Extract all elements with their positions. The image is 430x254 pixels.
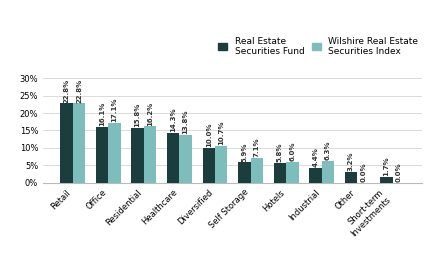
Bar xyxy=(237,162,250,183)
Bar xyxy=(215,146,227,183)
Bar xyxy=(95,127,108,183)
Bar xyxy=(60,103,73,183)
Text: 22.8%: 22.8% xyxy=(63,78,69,103)
Bar xyxy=(379,177,392,183)
Text: 4.4%: 4.4% xyxy=(312,147,318,167)
Text: 15.8%: 15.8% xyxy=(134,103,140,127)
Text: 14.3%: 14.3% xyxy=(170,108,176,132)
Bar xyxy=(250,158,262,183)
Legend: Real Estate
Securities Fund, Wilshire Real Estate
Securities Index: Real Estate Securities Fund, Wilshire Re… xyxy=(218,37,417,56)
Text: 6.0%: 6.0% xyxy=(289,142,295,161)
Text: 0.0%: 0.0% xyxy=(359,163,365,182)
Bar xyxy=(308,168,321,183)
Bar xyxy=(179,135,191,183)
Text: 10.0%: 10.0% xyxy=(205,123,211,147)
Bar xyxy=(144,126,156,183)
Bar xyxy=(286,162,298,183)
Text: 22.8%: 22.8% xyxy=(76,78,82,103)
Bar xyxy=(202,148,215,183)
Text: 0.0%: 0.0% xyxy=(395,163,401,182)
Text: 6.3%: 6.3% xyxy=(324,141,330,160)
Text: 10.7%: 10.7% xyxy=(218,120,224,145)
Bar xyxy=(321,161,333,183)
Bar xyxy=(166,133,179,183)
Bar xyxy=(273,163,286,183)
Text: 5.9%: 5.9% xyxy=(241,142,247,162)
Text: 1.7%: 1.7% xyxy=(383,157,389,176)
Text: 17.1%: 17.1% xyxy=(111,98,117,122)
Bar xyxy=(73,103,85,183)
Bar xyxy=(344,172,356,183)
Text: 16.1%: 16.1% xyxy=(99,102,105,126)
Text: 5.8%: 5.8% xyxy=(276,142,282,162)
Bar xyxy=(131,128,144,183)
Text: 13.8%: 13.8% xyxy=(182,109,188,134)
Text: 7.1%: 7.1% xyxy=(253,138,259,157)
Bar xyxy=(108,123,120,183)
Text: 3.2%: 3.2% xyxy=(347,151,353,171)
Text: 16.2%: 16.2% xyxy=(147,101,153,126)
